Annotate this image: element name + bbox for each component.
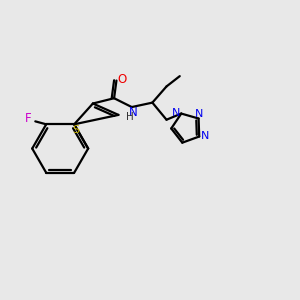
Text: F: F (25, 112, 32, 125)
Text: N: N (172, 108, 180, 118)
Text: N: N (129, 106, 138, 119)
Text: N: N (201, 130, 209, 141)
Text: S: S (72, 125, 79, 135)
Text: H: H (125, 112, 133, 122)
Text: O: O (118, 73, 127, 86)
Text: N: N (195, 109, 204, 119)
